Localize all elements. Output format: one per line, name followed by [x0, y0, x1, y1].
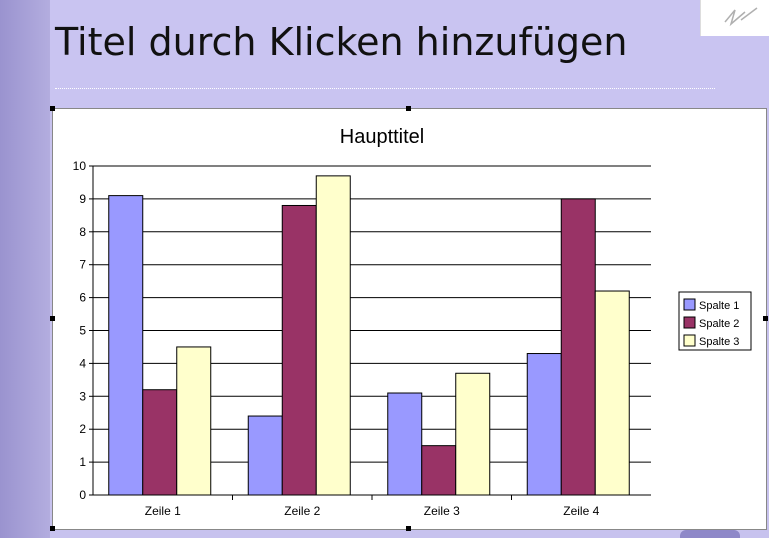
legend-swatch: [683, 334, 696, 347]
slide-nav-tab[interactable]: [680, 530, 740, 538]
y-tick-label: 0: [79, 488, 86, 502]
title-divider: [55, 88, 715, 89]
y-tick-label: 1: [79, 455, 86, 469]
bar: [281, 204, 317, 496]
y-tick-label: 7: [79, 258, 86, 272]
slide-title-placeholder[interactable]: Titel durch Klicken hinzufügen: [55, 20, 628, 64]
x-tick-label: Zeile 4: [563, 504, 599, 518]
y-tick-label: 8: [79, 225, 86, 239]
y-tick-label: 10: [73, 159, 87, 173]
y-tick-label: 6: [79, 291, 86, 305]
x-tick-label: Zeile 1: [145, 504, 181, 518]
y-tick-label: 5: [79, 324, 86, 338]
slide-title-area: [50, 0, 769, 110]
bar: [594, 290, 630, 496]
legend-label: Spalte 1: [699, 300, 739, 312]
slide-left-strip: [0, 0, 50, 538]
bar: [176, 346, 212, 496]
x-tick-label: Zeile 2: [284, 504, 320, 518]
y-tick-label: 4: [79, 356, 86, 370]
legend-swatch: [683, 316, 696, 329]
chart-frame[interactable]: Haupttitel 0 1 2 3 4 5 6 7 8 9 10 Zeile 1 Zeile 2 Zeil…: [52, 108, 767, 530]
chart-title: Haupttitel: [340, 126, 425, 148]
resize-handle-right[interactable]: [763, 316, 768, 321]
resize-handle-bottom[interactable]: [406, 526, 411, 531]
y-tick-label: 3: [79, 389, 86, 403]
bar: [247, 415, 283, 496]
bar: [526, 353, 562, 496]
resize-handle-left[interactable]: [50, 316, 55, 321]
resize-handle-bottom-left[interactable]: [50, 526, 55, 531]
legend-label: Spalte 3: [699, 336, 739, 348]
y-tick-label: 9: [79, 192, 86, 206]
bar: [560, 198, 596, 496]
bar: [315, 175, 351, 496]
bar-chart: Haupttitel 0 1 2 3 4 5 6 7 8 9 10 Zeile 1 Zeile 2 Zeil…: [73, 126, 752, 518]
legend-label: Spalte 2: [699, 318, 739, 330]
bar: [108, 195, 144, 496]
logo: [700, 0, 769, 36]
bar: [142, 389, 178, 496]
resize-handle-top-left[interactable]: [50, 106, 55, 111]
logo-scribble-icon: [724, 7, 758, 27]
x-tick-label: Zeile 3: [424, 504, 460, 518]
legend-swatch: [683, 298, 696, 311]
bar: [455, 372, 491, 496]
bar: [421, 445, 457, 496]
y-tick-label: 2: [79, 422, 86, 436]
bar: [387, 392, 423, 496]
resize-handle-top[interactable]: [406, 106, 411, 111]
